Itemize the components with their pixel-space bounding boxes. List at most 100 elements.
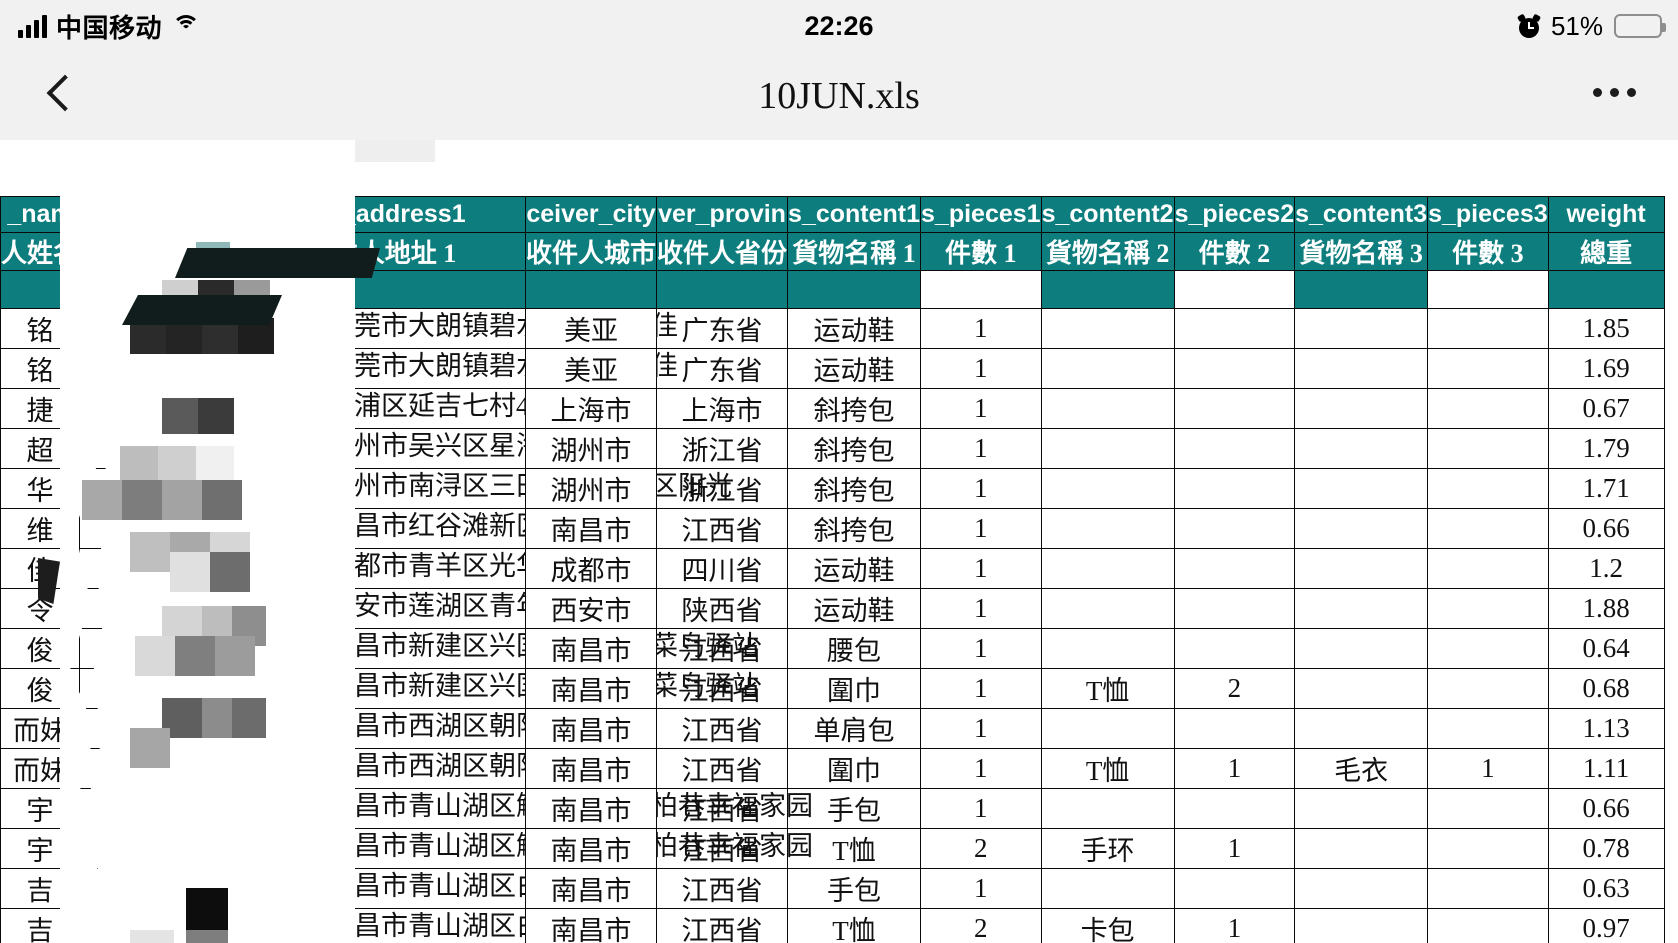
column-header-cn-10[interactable]: 件數 3	[1427, 232, 1549, 271]
column-header-cn-4[interactable]: 收件人省份	[656, 232, 789, 271]
cell-content3[interactable]	[1294, 828, 1429, 869]
filter-cell-11[interactable]	[1547, 270, 1665, 309]
cell-address[interactable]: 江西省南昌市青山湖区解放东路靖柏巷幸福家园	[237, 828, 813, 869]
filter-cell-1[interactable]	[79, 270, 239, 309]
cell-pieces2[interactable]	[1173, 708, 1296, 749]
cell-name[interactable]: 宇	[0, 788, 81, 829]
cell-content3[interactable]	[1294, 348, 1429, 389]
table-row[interactable]: 铭 132 广东省东莞市大朗镇碧水天源嘉苑佳 美亚 广东省 运动鞋 1 1.69	[0, 348, 1665, 389]
cell-city[interactable]: 南昌市	[525, 708, 658, 749]
cell-phone[interactable]	[79, 468, 239, 509]
table-row[interactable]: 维 江西省南昌市红谷滩新区怡 南昌市 江西省 斜挎包 1 0.66	[0, 508, 1665, 549]
cell-pieces3[interactable]	[1427, 428, 1549, 469]
cell-content1[interactable]: 运动鞋	[787, 588, 922, 629]
cell-pieces3[interactable]	[1427, 468, 1549, 509]
cell-pieces1[interactable]: 1	[920, 748, 1042, 789]
cell-province[interactable]: 四川省	[656, 548, 789, 589]
cell-weight[interactable]: 1.2	[1547, 548, 1665, 589]
cell-province[interactable]: 江西省	[656, 708, 789, 749]
cell-city[interactable]: 上海市	[525, 388, 658, 429]
table-row[interactable]: 吉 1 江西省南昌市青山湖区白水 南昌市 江西省 手包 1 0.63	[0, 868, 1665, 909]
cell-address[interactable]: 江西省南昌市青山湖区解放东路靖柏巷幸福家园	[237, 788, 813, 829]
column-header-en-3[interactable]: ceiver_city	[525, 196, 658, 233]
grid-body[interactable]: 铭 1320 广东省东莞市大朗镇碧水天源嘉苑佳 美亚 广东省 运动鞋 1 1.85 铭 132 广东…	[0, 308, 1665, 943]
spreadsheet-viewer[interactable]: _nam receiver_ iver_address1 ceiver_city ver…	[0, 140, 1678, 943]
filter-cell-2[interactable]	[237, 270, 527, 309]
cell-content1[interactable]: T恤	[787, 828, 922, 869]
cell-phone[interactable]: 1320	[79, 308, 239, 349]
column-header-cn-2[interactable]: 收件人地址 1	[237, 232, 527, 271]
cell-address[interactable]: 浙江省湖州市南浔区三田漾工业园区阳光	[237, 468, 732, 509]
column-header-cn-1[interactable]: 收件人	[79, 232, 239, 271]
cell-province[interactable]: 浙江省	[656, 428, 789, 469]
cell-pieces3[interactable]	[1427, 868, 1549, 909]
cell-pieces3[interactable]	[1427, 628, 1549, 669]
cell-pieces3[interactable]	[1427, 508, 1549, 549]
column-header-en-0[interactable]: _nam	[0, 196, 81, 233]
cell-city[interactable]: 南昌市	[525, 868, 658, 909]
cell-pieces1[interactable]: 1	[920, 468, 1042, 509]
filter-cell-5[interactable]	[787, 270, 922, 309]
cell-name[interactable]: 佳	[0, 548, 81, 589]
cell-city[interactable]: 成都市	[525, 548, 658, 589]
cell-address[interactable]: 江西省南昌市青山湖区白水	[237, 908, 570, 943]
cell-phone[interactable]: 132	[79, 348, 239, 389]
cell-content2[interactable]	[1040, 348, 1175, 389]
cell-name[interactable]: 令	[0, 588, 81, 629]
column-header-cn-5[interactable]: 貨物名稱 1	[787, 232, 922, 271]
cell-city[interactable]: 南昌市	[525, 668, 658, 709]
cell-content1[interactable]: 腰包	[787, 628, 922, 669]
cell-weight[interactable]: 0.97	[1547, 908, 1665, 943]
column-header-cn-0[interactable]: 人姓名	[0, 232, 81, 271]
cell-pieces1[interactable]: 1	[920, 628, 1042, 669]
filter-cell-10[interactable]	[1427, 270, 1549, 309]
cell-city[interactable]: 湖州市	[525, 468, 658, 509]
cell-address[interactable]: 江西省南昌市红谷滩新区怡	[237, 508, 570, 549]
cell-pieces2[interactable]: 1	[1173, 908, 1296, 943]
cell-pieces3[interactable]	[1427, 668, 1549, 709]
cell-name[interactable]: 而妹	[0, 708, 81, 749]
cell-address[interactable]: 广东省东莞市大朗镇碧水天源嘉苑佳	[237, 308, 678, 349]
cell-address[interactable]: 浙江省湖州市吴兴区星海名城	[237, 428, 597, 469]
cell-city[interactable]: 美亚	[525, 348, 658, 389]
cell-name[interactable]: 吉	[0, 868, 81, 909]
cell-content1[interactable]: 斜挎包	[787, 468, 922, 509]
cell-pieces3[interactable]	[1427, 548, 1549, 589]
column-header-cn-7[interactable]: 貨物名稱 2	[1040, 232, 1175, 271]
cell-content3[interactable]	[1294, 668, 1429, 709]
cell-name[interactable]: 俊	[0, 628, 81, 669]
cell-content2[interactable]	[1040, 588, 1175, 629]
cell-content1[interactable]: 斜挎包	[787, 508, 922, 549]
cell-content2[interactable]	[1040, 548, 1175, 589]
cell-province[interactable]: 江西省	[656, 628, 789, 669]
cell-weight[interactable]: 1.13	[1547, 708, 1665, 749]
column-header-en-10[interactable]: s_pieces3	[1427, 196, 1549, 233]
cell-weight[interactable]: 1.79	[1547, 428, 1665, 469]
cell-city[interactable]: 南昌市	[525, 788, 658, 829]
cell-content2[interactable]	[1040, 388, 1175, 429]
cell-pieces2[interactable]	[1173, 468, 1296, 509]
cell-name[interactable]: 俊	[0, 668, 81, 709]
filter-cell-8[interactable]	[1173, 270, 1296, 309]
cell-pieces3[interactable]	[1427, 348, 1549, 389]
filter-cell-9[interactable]	[1294, 270, 1429, 309]
cell-pieces1[interactable]: 1	[920, 308, 1042, 349]
column-header-en-8[interactable]: s_pieces2	[1173, 196, 1296, 233]
cell-pieces3[interactable]	[1427, 308, 1549, 349]
cell-pieces2[interactable]	[1173, 788, 1296, 829]
filter-cell-6[interactable]	[920, 270, 1042, 309]
cell-pieces1[interactable]: 1	[920, 588, 1042, 629]
cell-pieces3[interactable]: 1	[1427, 748, 1549, 789]
cell-name[interactable]: 而妹	[0, 748, 81, 789]
filter-cell-3[interactable]	[525, 270, 658, 309]
cell-content2[interactable]	[1040, 788, 1175, 829]
cell-content3[interactable]	[1294, 908, 1429, 943]
cell-content3[interactable]	[1294, 628, 1429, 669]
column-header-cn-3[interactable]: 收件人城市	[525, 232, 658, 271]
table-row[interactable]: 吉 1325 江西省南昌市青山湖区白水 南昌市 江西省 T恤 2 卡包 1 0.97	[0, 908, 1665, 943]
cell-city[interactable]: 南昌市	[525, 508, 658, 549]
cell-weight[interactable]: 1.71	[1547, 468, 1665, 509]
cell-pieces1[interactable]: 1	[920, 868, 1042, 909]
cell-name[interactable]: 华	[0, 468, 81, 509]
cell-phone[interactable]	[79, 628, 239, 669]
